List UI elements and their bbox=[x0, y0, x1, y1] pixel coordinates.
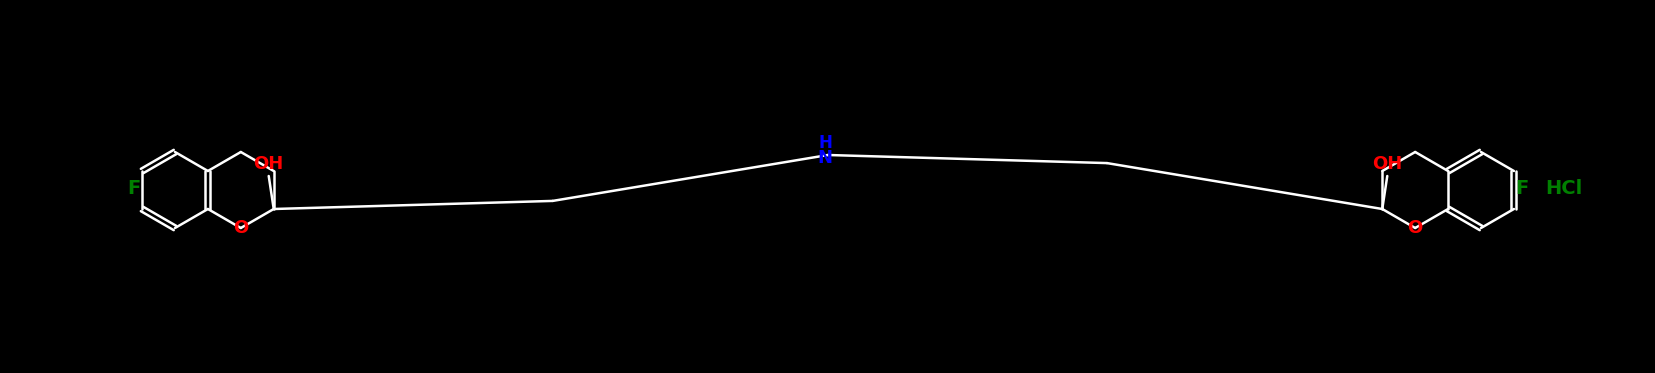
Text: N: N bbox=[818, 149, 832, 167]
Text: OH: OH bbox=[253, 155, 283, 173]
Text: O: O bbox=[1407, 219, 1422, 237]
Text: O: O bbox=[233, 219, 248, 237]
Text: H: H bbox=[818, 134, 831, 152]
Text: F: F bbox=[1514, 179, 1528, 198]
Text: F: F bbox=[127, 179, 141, 198]
Text: HCl: HCl bbox=[1544, 179, 1582, 198]
Text: OH: OH bbox=[1372, 155, 1402, 173]
